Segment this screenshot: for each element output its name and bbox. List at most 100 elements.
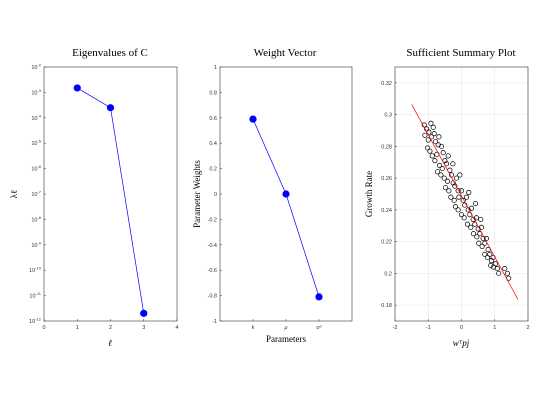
chart-title: Weight Vector	[254, 47, 317, 59]
data-point	[455, 207, 461, 213]
data-point	[431, 131, 437, 137]
x-tick-label: 1	[76, 325, 79, 331]
data-point	[496, 270, 502, 276]
y-tick-label: 1	[214, 65, 217, 71]
data-point	[468, 205, 475, 211]
data-point	[461, 215, 467, 221]
y-tick-label: 0.32	[381, 81, 392, 87]
y-tick-label: 0.2	[384, 271, 392, 277]
data-point	[492, 261, 498, 267]
data-point	[452, 204, 459, 210]
data-point	[435, 142, 441, 148]
y-tick-label: 0	[214, 192, 217, 198]
data-point	[429, 153, 435, 159]
x-tick-label: k	[252, 325, 255, 331]
data-point	[482, 251, 488, 257]
data-point	[455, 188, 461, 194]
data-point	[494, 266, 500, 272]
data-point	[427, 148, 433, 154]
y-tick-label: 0.2	[209, 167, 217, 173]
data-point	[480, 235, 486, 242]
data-point	[433, 139, 439, 145]
panel-eigenvalues: Eigenvalues of C 0 1 2 3 4 10-12 10-11 10-10 10…	[9, 47, 179, 348]
data-point	[106, 104, 115, 112]
data-point	[484, 254, 490, 261]
data-point	[474, 234, 480, 240]
x-tick-label: 0	[460, 325, 463, 331]
data-point	[450, 161, 456, 167]
y-tick-label: -0.4	[208, 243, 217, 249]
data-point	[485, 247, 491, 253]
data-point	[453, 175, 460, 181]
data-point	[140, 309, 148, 317]
y-tick-label: 10-12	[29, 317, 42, 326]
data-point	[473, 215, 480, 221]
y-tick-label: 10-11	[29, 291, 41, 300]
data-point	[478, 216, 484, 222]
data-point	[438, 143, 445, 149]
x-tick-label: 4	[175, 325, 178, 331]
data-point	[441, 175, 447, 181]
data-point	[456, 194, 462, 200]
y-tick-label: -0.2	[208, 217, 217, 223]
y-tick-label: 10-7	[31, 190, 41, 199]
data-point	[448, 194, 454, 200]
y-tick-label: 10-2	[31, 63, 41, 72]
x-tick-label: μ	[283, 325, 287, 331]
data-point	[430, 124, 436, 130]
data-point	[476, 240, 482, 246]
data-point	[282, 190, 290, 198]
panel-summary-plot: Sufficient Summary Plot -2 -1 0 1 2 0.18 0.2 0…	[364, 47, 530, 348]
data-point	[460, 197, 466, 203]
y-axis-label: Growth Rate	[364, 171, 374, 217]
data-point	[487, 251, 493, 257]
x-axis-label: ℓ	[108, 338, 112, 348]
y-tick-label: 10-8	[31, 215, 41, 224]
y-tick-label: 0.8	[209, 90, 217, 96]
y-tick-label: 0.4	[209, 141, 217, 147]
data-point	[445, 153, 451, 159]
y-tick-label: 10-10	[29, 266, 42, 275]
data-point	[438, 172, 444, 178]
data-point	[462, 202, 468, 208]
y-tick-label: 10-3	[31, 88, 41, 97]
data-point	[502, 266, 508, 272]
x-axis-label: Parameters	[266, 334, 306, 344]
x-tick-label: 2	[109, 325, 112, 331]
data-point	[315, 293, 323, 301]
data-point	[457, 172, 463, 178]
data-point	[488, 262, 494, 268]
data-point	[472, 200, 479, 207]
data-point	[483, 235, 489, 242]
data-point	[439, 166, 445, 172]
data-point	[436, 134, 442, 140]
data-point	[446, 188, 452, 194]
panel-weight-vector: Weight Vector k μ σ² -1 -0.8 -0.6 -0.4 -0.2 0 0.…	[192, 47, 353, 344]
y-axis-label: λℓ	[9, 190, 19, 199]
y-axis-label: Parameter Weights	[192, 160, 202, 228]
x-tick-label: 2	[526, 325, 529, 331]
data-point	[432, 158, 438, 164]
data-point	[463, 194, 470, 200]
data-point	[435, 169, 441, 175]
data-point	[437, 162, 443, 168]
x-tick-label: 1	[493, 325, 496, 331]
series-line	[77, 87, 145, 314]
y-tick-label: 10-5	[31, 139, 41, 148]
x-tick-label: 3	[142, 325, 145, 331]
data-point	[422, 132, 428, 138]
y-tick-label: 0.18	[381, 303, 392, 309]
data-point	[464, 221, 471, 227]
data-point	[458, 212, 465, 218]
x-tick-label: -1	[426, 325, 431, 331]
data-point	[444, 178, 451, 184]
y-tick-label: 10-6	[31, 164, 41, 173]
data-point	[73, 84, 81, 92]
data-point	[440, 150, 446, 156]
y-tick-label: 0.22	[381, 240, 392, 246]
y-tick-label: 0.28	[381, 144, 392, 150]
data-point	[504, 270, 510, 276]
x-axis-label: wᵀpj	[453, 338, 470, 348]
chart-title: Eigenvalues of C	[72, 47, 148, 59]
